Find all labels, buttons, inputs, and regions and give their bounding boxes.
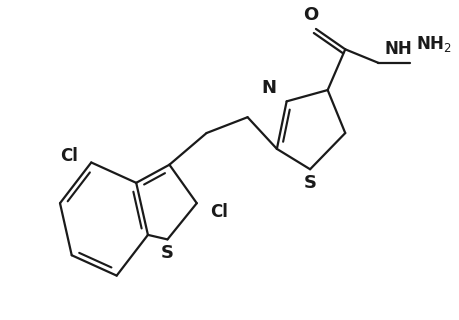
Text: Cl: Cl: [60, 147, 78, 165]
Text: Cl: Cl: [210, 203, 228, 221]
Text: NH$_2$: NH$_2$: [414, 34, 450, 54]
Text: N: N: [261, 79, 276, 97]
Text: S: S: [303, 174, 316, 192]
Text: S: S: [161, 244, 174, 262]
Text: NH: NH: [384, 40, 411, 58]
Text: O: O: [303, 6, 318, 24]
